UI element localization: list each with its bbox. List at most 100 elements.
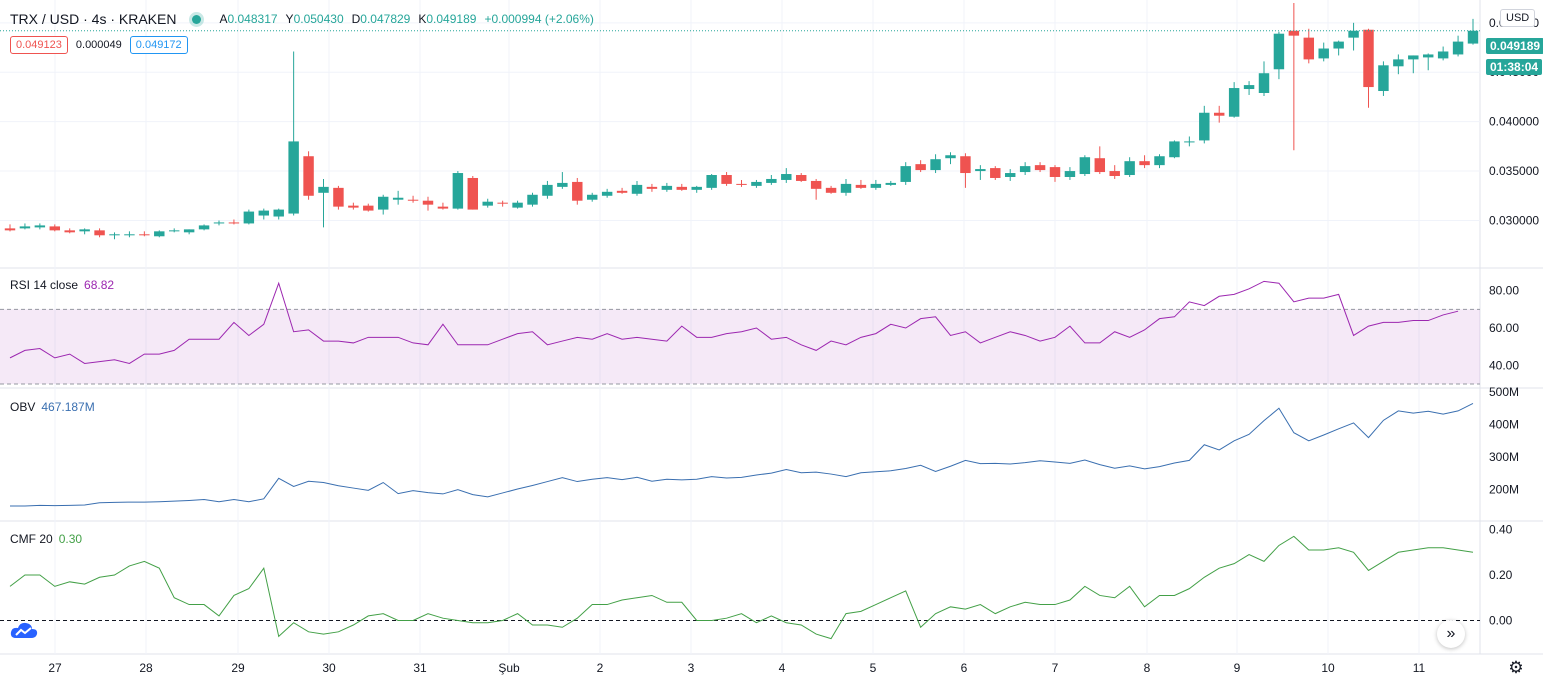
candle-body bbox=[930, 159, 941, 171]
time-tick-label: 4 bbox=[779, 661, 786, 675]
rsi-name: RSI 14 close bbox=[10, 278, 79, 292]
low-label: D bbox=[351, 12, 361, 26]
candle-body bbox=[1004, 173, 1016, 177]
time-tick-label: 6 bbox=[961, 661, 968, 675]
candle-body bbox=[1154, 156, 1165, 166]
time-tick-label: 10 bbox=[1321, 661, 1335, 675]
currency-button[interactable]: USD bbox=[1500, 9, 1536, 27]
candle-body bbox=[1034, 165, 1046, 171]
cmf-legend[interactable]: CMF 20 0.30 bbox=[10, 532, 82, 546]
close-value: 0.049189 bbox=[426, 12, 477, 26]
candle-body bbox=[467, 177, 479, 210]
time-tick-label: 8 bbox=[1144, 661, 1151, 675]
double-chevron-right-icon[interactable]: » bbox=[1437, 620, 1465, 648]
symbol-title[interactable]: TRX / USD · 4s · KRAKEN bbox=[10, 11, 177, 27]
cmf-value: 0.30 bbox=[58, 532, 83, 546]
candle-body bbox=[1422, 54, 1434, 58]
time-tick-label: 9 bbox=[1234, 661, 1241, 675]
candle-body bbox=[392, 197, 404, 200]
candle-body bbox=[109, 234, 120, 236]
candle-body bbox=[1213, 112, 1225, 116]
candle-body bbox=[1228, 88, 1240, 117]
buy-price-button[interactable]: 0.049172 bbox=[129, 36, 188, 54]
candle-body bbox=[676, 186, 688, 190]
gear-icon[interactable]: ⚙ bbox=[1508, 658, 1524, 677]
candle-body bbox=[318, 186, 329, 193]
obv-tick-label: 500M bbox=[1489, 385, 1519, 399]
candle-body bbox=[1094, 158, 1106, 173]
time-tick-label: 11 bbox=[1413, 661, 1426, 675]
candle-body bbox=[572, 181, 583, 201]
candle-body bbox=[333, 187, 344, 207]
candle-body bbox=[49, 226, 61, 231]
candle-body bbox=[975, 169, 986, 172]
candle-body bbox=[586, 194, 598, 200]
candle-body bbox=[1348, 30, 1359, 38]
obv-legend[interactable]: OBV 467.187M bbox=[10, 400, 95, 414]
candle-body bbox=[527, 194, 538, 205]
time-tick-label: 5 bbox=[870, 661, 877, 675]
change-value: +0.000994 (+2.06%) bbox=[484, 12, 594, 26]
time-tick-label: 31 bbox=[413, 661, 427, 675]
candle-body bbox=[1467, 30, 1479, 44]
rsi-tick-label: 40.00 bbox=[1489, 358, 1519, 372]
candle-body bbox=[1378, 65, 1389, 92]
candle-body bbox=[661, 185, 673, 190]
candle-body bbox=[1452, 41, 1464, 55]
candle-body bbox=[124, 234, 135, 236]
close-label: K bbox=[418, 12, 427, 26]
candle-body bbox=[885, 182, 897, 185]
candle-body bbox=[795, 175, 807, 181]
candle-body bbox=[243, 211, 255, 224]
obv-value: 467.187M bbox=[41, 400, 95, 414]
candle-body bbox=[407, 199, 419, 201]
candle-body bbox=[840, 183, 852, 193]
candle-body bbox=[303, 156, 314, 196]
candle-body bbox=[258, 210, 270, 216]
candle-body bbox=[1363, 29, 1374, 88]
time-tick-label: 2 bbox=[597, 661, 604, 675]
candle-body bbox=[1258, 73, 1270, 93]
price-tick-label: 0.030000 bbox=[1489, 213, 1539, 227]
candle-body bbox=[94, 230, 105, 236]
candle-body bbox=[273, 209, 284, 217]
candle-body bbox=[452, 173, 464, 209]
time-tick-label: 3 bbox=[688, 661, 695, 675]
candle-body bbox=[482, 201, 493, 206]
candle-body bbox=[781, 174, 792, 180]
candle-body bbox=[1064, 171, 1076, 177]
candle-body bbox=[825, 187, 837, 193]
candle-body bbox=[363, 205, 374, 211]
sell-price-button[interactable]: 0.049123 bbox=[10, 36, 68, 54]
tradingview-cloud-icon[interactable] bbox=[8, 618, 40, 642]
chart-legend-header: TRX / USD · 4s · KRAKEN A 0.048317 Y 0.0… bbox=[10, 11, 602, 27]
candle-body bbox=[706, 175, 717, 188]
high-value: 0.050430 bbox=[293, 12, 344, 26]
candle-body bbox=[1124, 161, 1135, 176]
candle-body bbox=[1109, 171, 1120, 176]
candle-body bbox=[870, 183, 882, 188]
candle-body bbox=[377, 196, 389, 210]
spread-value: 0.000049 bbox=[75, 39, 122, 51]
candle-body bbox=[1437, 51, 1449, 59]
candle-body bbox=[1019, 166, 1031, 173]
cmf-tick-label: 0.00 bbox=[1489, 613, 1513, 627]
candle-body bbox=[646, 186, 658, 189]
rsi-band-fill bbox=[0, 309, 1480, 384]
candle-body bbox=[1243, 85, 1255, 90]
rsi-value: 68.82 bbox=[84, 278, 115, 292]
candle-body bbox=[601, 191, 613, 196]
candle-body bbox=[512, 202, 523, 208]
open-label: A bbox=[219, 12, 228, 26]
open-value: 0.048317 bbox=[227, 12, 278, 26]
rsi-tick-label: 80.00 bbox=[1489, 284, 1519, 298]
candle-body bbox=[1273, 33, 1285, 70]
candle-body bbox=[64, 230, 75, 233]
obv-tick-label: 300M bbox=[1489, 450, 1519, 464]
rsi-legend[interactable]: RSI 14 close 68.82 bbox=[10, 278, 114, 292]
time-tick-label: 30 bbox=[322, 661, 336, 675]
candle-body bbox=[1303, 37, 1315, 60]
candle-body bbox=[79, 229, 90, 232]
candle-body bbox=[960, 156, 971, 174]
